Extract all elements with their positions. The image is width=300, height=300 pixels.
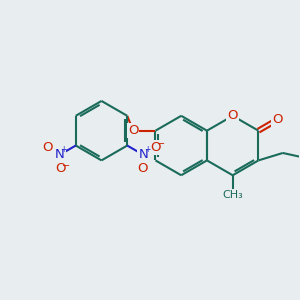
Text: O: O	[137, 162, 148, 175]
Text: N: N	[138, 148, 148, 161]
Text: N: N	[55, 148, 65, 161]
Text: +: +	[144, 145, 150, 154]
Text: O: O	[227, 109, 238, 122]
Text: O: O	[150, 141, 160, 154]
Text: O: O	[272, 113, 283, 126]
Text: O: O	[43, 141, 53, 154]
Text: −: −	[157, 139, 165, 149]
Text: −: −	[62, 161, 70, 171]
Text: O: O	[55, 162, 66, 175]
Text: O: O	[128, 124, 138, 137]
Text: CH₃: CH₃	[222, 190, 243, 200]
Text: +: +	[61, 145, 67, 154]
